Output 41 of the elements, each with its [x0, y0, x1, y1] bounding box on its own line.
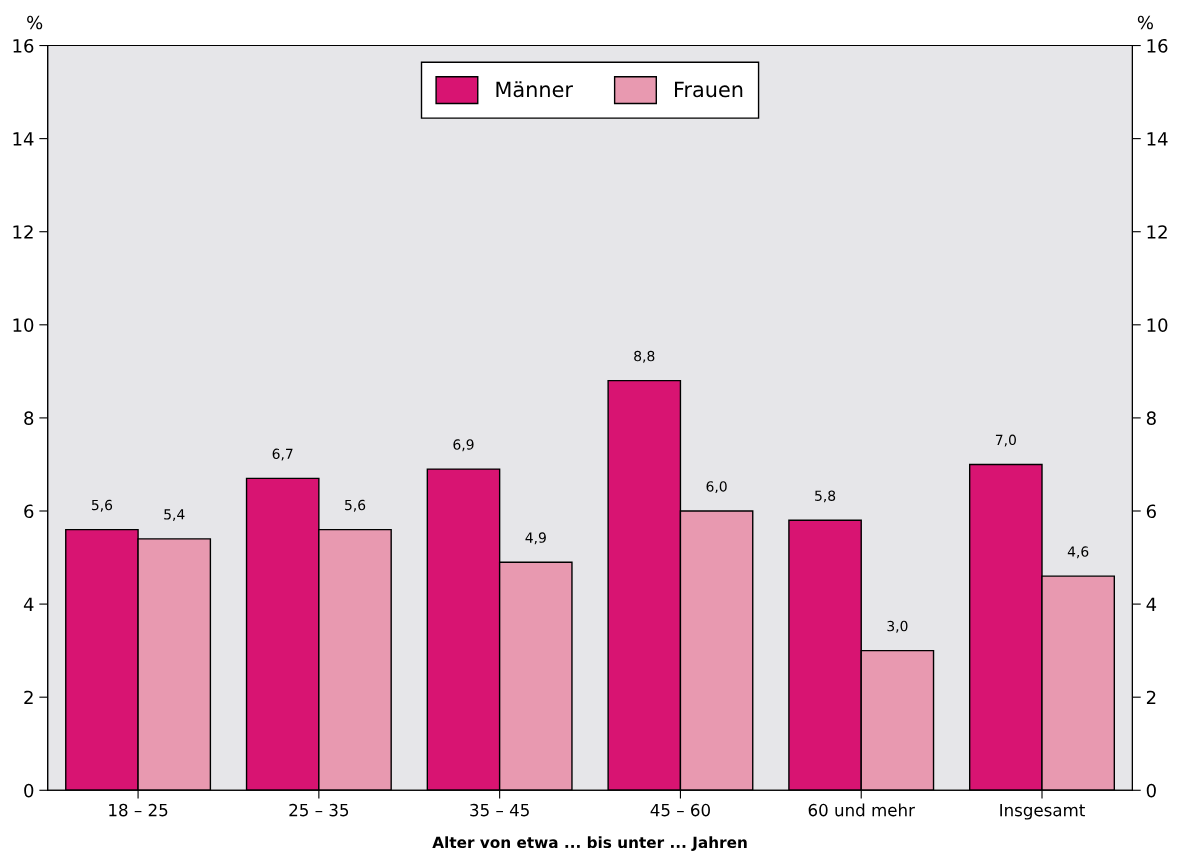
- x-tick-label: 45 – 60: [650, 803, 710, 817]
- data-label: 5,6: [345, 499, 366, 512]
- y2-tick-label: 14: [1147, 132, 1168, 146]
- y-tick-label: 0: [24, 783, 34, 798]
- data-label: 8,8: [634, 350, 655, 363]
- y-tick-label: 12: [13, 225, 33, 239]
- y-tick-label: 4: [23, 597, 34, 611]
- y2-tick-label: 8: [1146, 411, 1156, 426]
- data-label: 5,8: [815, 490, 836, 503]
- data-label: 4,6: [1067, 546, 1089, 559]
- data-label: 5,4: [164, 509, 185, 521]
- x-tick-label: Insgesamt: [1000, 803, 1085, 820]
- x-tick-label: 35 – 45: [470, 803, 529, 817]
- y-tick-label: 14: [13, 132, 34, 146]
- y2-tick-label: 4: [1146, 597, 1157, 611]
- x-tick-label: 18 – 25: [109, 803, 168, 817]
- y2-tick-label: 2: [1146, 690, 1156, 705]
- x-tick-label: 60 und mehr: [808, 803, 915, 817]
- x-axis-title: Alter von etwa ... bis unter ... Jahren: [432, 836, 747, 851]
- data-label: 3,0: [887, 620, 908, 633]
- y2-axis-title: %: [1137, 15, 1153, 30]
- y2-tick-label: 0: [1146, 783, 1156, 798]
- data-label: 6,7: [272, 448, 293, 461]
- legend-label: Männer: [496, 81, 573, 98]
- data-label: 6,0: [706, 481, 727, 494]
- y-tick-label: 8: [24, 411, 34, 426]
- y2-tick-label: 16: [1147, 38, 1168, 53]
- y2-tick-label: 12: [1147, 225, 1167, 239]
- y-axis-title: %: [27, 15, 43, 30]
- y-tick-label: 16: [13, 38, 34, 53]
- data-label: 7,0: [995, 434, 1016, 447]
- x-tick-label: 25 – 35: [289, 803, 349, 817]
- legend-label: Frauen: [675, 81, 743, 98]
- y-tick-label: 6: [24, 504, 34, 519]
- y-tick-label: 10: [13, 318, 34, 332]
- y-tick-label: 2: [24, 690, 33, 705]
- data-label: 6,9: [453, 439, 474, 452]
- data-label: 4,9: [525, 532, 546, 545]
- y2-tick-label: 6: [1146, 504, 1156, 519]
- data-label: 5,6: [91, 499, 113, 512]
- y2-tick-label: 10: [1147, 318, 1168, 332]
